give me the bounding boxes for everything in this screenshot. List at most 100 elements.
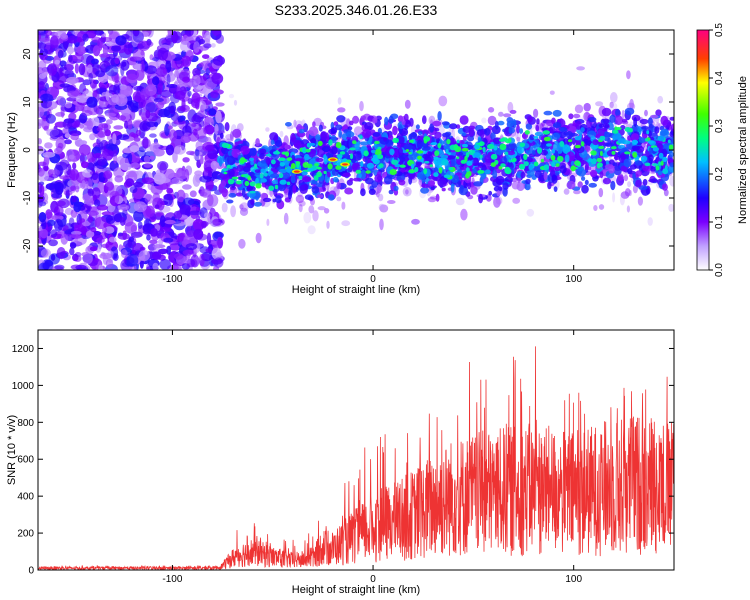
- spectrogram-cell: [488, 190, 493, 196]
- spectrogram-cell: [582, 138, 589, 144]
- x-tick-label: -100: [162, 274, 182, 285]
- spectrogram-cell: [95, 70, 106, 78]
- spectrogram-cell: [493, 186, 503, 192]
- spectrogram-cell: [115, 35, 127, 46]
- spectrogram-cell: [237, 176, 246, 181]
- spectrogram-cell: [546, 143, 552, 147]
- spectrogram-cell: [290, 132, 296, 143]
- spectrogram-cell: [631, 124, 639, 132]
- spectrogram-cell: [99, 252, 113, 260]
- spectrogram-cell: [38, 161, 47, 166]
- spectrogram-cell: [612, 162, 618, 167]
- spectrogram-cell: [552, 159, 558, 163]
- spectrogram-cell: [249, 181, 256, 187]
- spectrogram-cell: [279, 130, 284, 138]
- spectrogram-cell: [105, 65, 119, 77]
- spectrogram-cell: [174, 90, 186, 100]
- spectrogram-cell: [479, 129, 485, 139]
- spectrogram-cell: [487, 115, 497, 126]
- spectrogram-cell: [335, 124, 343, 131]
- spectrogram-cell: [210, 43, 216, 48]
- spectrogram-cell: [492, 169, 498, 179]
- spectrogram-cell: [123, 42, 133, 55]
- spectrogram-cell: [147, 182, 155, 191]
- spectrogram-cell: [94, 117, 100, 127]
- spectrogram-cell: [574, 136, 582, 141]
- spectrogram-cell: [113, 84, 121, 95]
- spectrogram-cell: [478, 193, 484, 204]
- spectrogram-cell: [159, 215, 166, 228]
- spectrogram-cell: [94, 30, 104, 36]
- spectrogram-cell: [669, 116, 674, 121]
- spectrogram-cell: [448, 137, 457, 147]
- spectrogram-cell: [288, 148, 299, 154]
- spectrogram-cell: [180, 40, 192, 53]
- spectrogram-cell: [181, 55, 192, 68]
- spectrogram-cell: [112, 149, 118, 154]
- spectrogram-cell: [550, 155, 556, 161]
- spectrogram-cell: [512, 157, 517, 162]
- spectrogram-cell: [598, 123, 604, 128]
- spectrogram-cell: [585, 162, 589, 171]
- spectrogram-cell: [628, 189, 632, 197]
- spectrogram-cell: [650, 114, 659, 119]
- spectrogram-cell: [644, 109, 648, 117]
- spectrogram-cell: [508, 159, 512, 163]
- spectrogram-cell: [374, 174, 383, 183]
- spectrogram-cell: [82, 220, 91, 227]
- spectrogram-cell: [89, 246, 98, 252]
- spectrogram-cell: [80, 53, 93, 65]
- spectrogram-cell: [120, 162, 132, 171]
- spectrogram-cell: [553, 186, 558, 193]
- spectrogram-cell: [63, 190, 73, 196]
- spectrogram-cell: [292, 184, 297, 194]
- y-tick-label: 1000: [12, 381, 35, 392]
- top-y-axis-label: Frequency (Hz): [6, 112, 18, 188]
- snr-series-line: [38, 346, 674, 570]
- spectrogram-cell: [191, 92, 201, 104]
- spectrogram-cell: [106, 135, 112, 141]
- spectrogram-cell: [336, 154, 343, 159]
- spectrogram-cell: [259, 163, 269, 169]
- spectrogram-cell: [137, 221, 143, 229]
- spectrogram-cell: [81, 180, 86, 189]
- spectrogram-cell: [441, 159, 449, 166]
- spectrogram-cell: [667, 159, 674, 163]
- spectrogram-cell: [473, 181, 483, 187]
- spectrogram-cell: [169, 129, 177, 142]
- spectrogram-cell: [523, 161, 529, 167]
- spectrogram-cell: [599, 171, 604, 179]
- spectrogram-cell: [559, 141, 565, 147]
- spectrogram-cell: [316, 166, 322, 170]
- spectrogram-cell: [638, 137, 646, 143]
- spectrogram-cell: [590, 158, 597, 165]
- spectrogram-cell: [98, 123, 111, 131]
- spectrogram-cell: [285, 122, 292, 127]
- spectrogram-cell: [474, 144, 480, 150]
- x-tick-label: -100: [162, 574, 182, 585]
- spectrogram-cell: [551, 132, 561, 140]
- y-tick-label: 600: [17, 455, 34, 466]
- spectrogram-cell: [557, 144, 563, 154]
- y-tick-label: 1200: [12, 344, 35, 355]
- spectrogram-cell: [188, 210, 202, 216]
- spectrogram-cell: [159, 63, 166, 70]
- spectrogram-cell: [82, 169, 94, 178]
- spectrogram-cell: [526, 115, 533, 123]
- spectrogram-cell: [120, 85, 132, 97]
- spectrogram-cell: [335, 165, 342, 170]
- spectrogram-cell: [45, 30, 53, 36]
- spectrogram-cell: [295, 161, 301, 165]
- spectrogram-cell: [519, 164, 526, 170]
- spectrogram-cell: [348, 139, 353, 149]
- spectrogram-cell: [111, 94, 119, 103]
- spectrogram-cell: [38, 60, 47, 70]
- spectrogram-cell: [345, 131, 355, 138]
- spectrogram-cell: [611, 150, 616, 155]
- spectrogram-cell: [221, 188, 228, 198]
- spectrogram-cell: [105, 215, 116, 225]
- spectrogram-cell: [525, 123, 533, 130]
- spectrogram-cell: [38, 201, 47, 207]
- spectrogram-cell: [280, 171, 291, 180]
- spectrogram-cell: [349, 177, 354, 182]
